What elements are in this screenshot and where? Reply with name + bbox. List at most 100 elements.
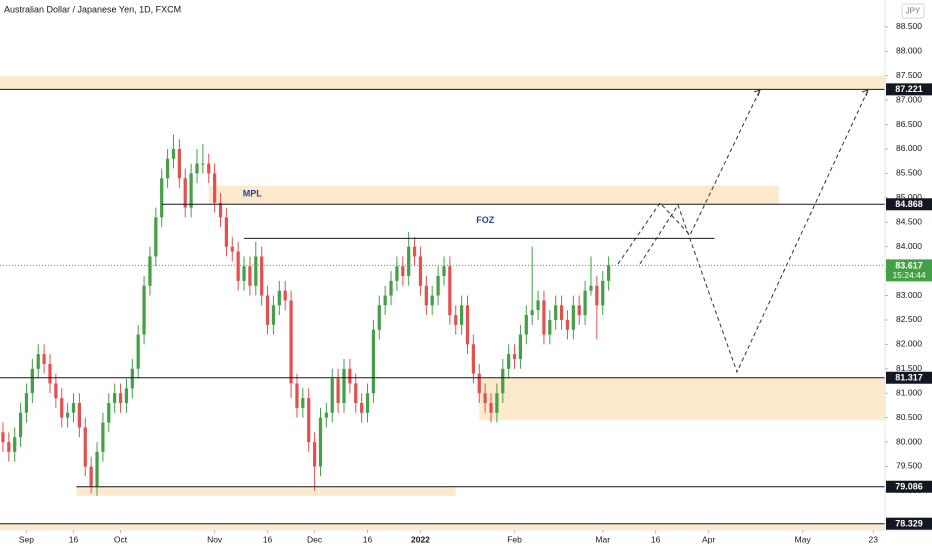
candle-body [95, 451, 99, 487]
candle-body [607, 265, 611, 281]
candle-body [89, 466, 93, 487]
candle-body [536, 300, 540, 311]
x-tick-label: 2022 [411, 534, 430, 544]
candle-body [601, 280, 605, 306]
candle-body [424, 285, 428, 306]
x-tick-label: 16 [651, 534, 661, 544]
candle-body [224, 217, 229, 247]
candle-body [442, 266, 446, 276]
candle-body [342, 368, 346, 403]
candle-body [271, 305, 276, 325]
y-tick-label: 79.500 [896, 461, 922, 471]
candle-body [318, 417, 323, 467]
candle-body [83, 427, 87, 467]
candle-body [189, 173, 193, 208]
level-price-label: 84.868 [895, 199, 923, 209]
candle-body [477, 373, 481, 394]
level-price-label: 81.317 [895, 373, 923, 383]
candle-body [365, 393, 370, 413]
arrow-head [753, 89, 761, 97]
candle-body [171, 148, 176, 159]
candle-body [336, 378, 340, 403]
candle-body [165, 158, 170, 179]
candle-body [13, 437, 17, 452]
x-tick-label: 16 [69, 534, 79, 544]
x-tick-label: 23 [869, 534, 879, 544]
y-tick-label: 88.000 [896, 46, 922, 56]
candle-body [236, 251, 240, 281]
candle-body [77, 402, 82, 428]
x-tick-label: Oct [114, 534, 128, 544]
candle-body [395, 266, 399, 281]
candle-body [148, 256, 152, 286]
candle-body [360, 402, 364, 413]
y-tick-label: 81.000 [896, 387, 922, 397]
level-price-label: 79.086 [895, 482, 923, 492]
x-tick-label: Dec [307, 534, 323, 544]
y-tick-label: 84.000 [896, 241, 922, 251]
y-tick-label: 80.500 [896, 412, 922, 422]
candle-body [589, 285, 593, 291]
candle-body [371, 329, 376, 394]
candle-body [18, 412, 23, 438]
candle-body [418, 256, 423, 286]
candle-body [507, 354, 511, 369]
candle-body [459, 305, 464, 325]
candle-body [213, 173, 217, 203]
candle-body [248, 266, 252, 286]
y-tick-label: 86.500 [896, 119, 922, 129]
candle-body [201, 163, 205, 165]
candle-body [324, 412, 328, 418]
candle-body [218, 202, 223, 218]
candle-body [465, 305, 470, 345]
candle-body [30, 368, 34, 394]
y-tick-label: 87.000 [896, 94, 922, 104]
candle-body [571, 305, 575, 330]
candle-body [471, 344, 475, 374]
zone-label: MPL [243, 188, 263, 198]
candle-body [354, 383, 358, 403]
candle-body [583, 290, 587, 316]
candle-body [448, 266, 452, 316]
x-tick-label: May [795, 534, 812, 544]
candles [1, 134, 611, 496]
candle-body [207, 163, 211, 174]
candle-body [283, 290, 287, 301]
currency-box[interactable] [901, 3, 925, 19]
y-tick-label: 87.500 [896, 70, 922, 80]
y-tick-label: 82.000 [896, 339, 922, 349]
y-tick-label: 85.000 [896, 192, 922, 202]
x-tick-label: Mar [595, 534, 610, 544]
candle-body [124, 388, 129, 403]
candle-body [401, 266, 405, 276]
candle-body [518, 334, 523, 360]
candle-body [113, 393, 117, 403]
x-tick-label: Apr [702, 534, 715, 544]
currency-label[interactable]: JPY [906, 7, 921, 16]
candle-body [66, 412, 70, 418]
candle-body [495, 393, 499, 413]
y-tick-label: 86.000 [896, 143, 922, 153]
level-price-label-box [886, 198, 932, 211]
candle-body [565, 319, 570, 330]
y-tick-label: 88.500 [896, 21, 922, 31]
candle-body [136, 334, 140, 369]
candle-body [530, 310, 534, 316]
x-tick-label: Nov [207, 534, 223, 544]
zone [208, 185, 780, 205]
candle-body [48, 363, 52, 384]
candle-body [412, 246, 417, 257]
candle-body [407, 246, 411, 276]
candle-body [36, 354, 40, 369]
y-tick-label: 83.000 [896, 290, 922, 300]
candle-body [277, 290, 281, 306]
chart-title: Australian Dollar / Japanese Yen, 1D, FX… [4, 4, 181, 14]
x-tick-label: Sep [19, 534, 34, 544]
candle-body [501, 368, 505, 394]
zones: MPL [0, 75, 885, 530]
levels: FOZ [0, 88, 885, 525]
candle-body [1, 432, 5, 443]
candle-body [107, 402, 111, 423]
candle-body [177, 148, 181, 179]
